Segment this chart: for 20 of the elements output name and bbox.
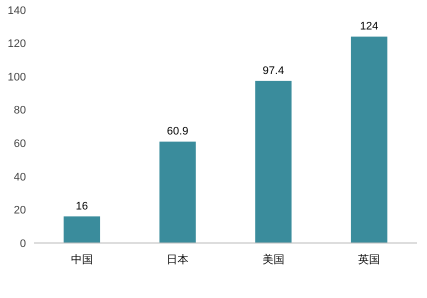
data-label: 16 <box>76 200 88 212</box>
bar <box>64 216 100 243</box>
y-tick-label: 80 <box>14 104 26 117</box>
y-tick-label: 100 <box>8 71 26 84</box>
data-label: 60.9 <box>166 126 188 138</box>
y-tick-label: 0 <box>20 238 26 250</box>
y-tick-label: 120 <box>8 38 26 50</box>
y-tick-label: 20 <box>14 204 26 217</box>
x-tick-label: 日本 <box>166 253 189 266</box>
x-tick-label: 英国 <box>358 253 380 266</box>
bar <box>350 36 388 243</box>
data-label: 97.4 <box>262 64 284 77</box>
y-tick-label: 140 <box>8 4 26 17</box>
data-label: 124 <box>360 20 378 33</box>
bar <box>255 80 292 243</box>
y-tick-label: 60 <box>14 138 26 150</box>
bar <box>159 142 196 243</box>
x-tick-label: 中国 <box>70 253 93 266</box>
x-tick-label: 美国 <box>262 253 284 266</box>
y-tick-label: 40 <box>14 171 26 184</box>
